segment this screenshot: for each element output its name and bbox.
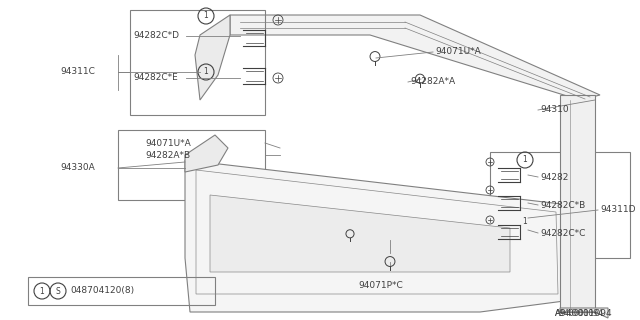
Text: A940001094: A940001094 [555, 308, 612, 317]
Text: 94310: 94310 [540, 106, 568, 115]
Polygon shape [185, 135, 228, 172]
Text: 94282C*D: 94282C*D [133, 31, 179, 41]
Text: 1: 1 [40, 286, 44, 295]
Text: 94071U*A: 94071U*A [435, 47, 481, 57]
Text: 94071U*A: 94071U*A [145, 139, 191, 148]
Text: 94282: 94282 [540, 172, 568, 181]
Bar [490, 152, 630, 258]
Text: 048704120(8): 048704120(8) [70, 286, 134, 295]
Text: 94282A*A: 94282A*A [410, 77, 455, 86]
Bar [28, 277, 215, 305]
Text: 94282C*C: 94282C*C [540, 228, 586, 237]
Polygon shape [560, 308, 608, 318]
Text: 1: 1 [523, 156, 527, 164]
Text: 94311C: 94311C [60, 68, 95, 76]
Polygon shape [195, 15, 230, 100]
Bar [118, 130, 265, 200]
Text: A940001094: A940001094 [555, 308, 604, 317]
Text: 94282C*E: 94282C*E [133, 74, 178, 83]
Polygon shape [230, 15, 600, 100]
Text: S: S [56, 286, 60, 295]
Text: 94071P*C: 94071P*C [358, 281, 403, 290]
Text: 94282C*B: 94282C*B [540, 201, 585, 210]
Text: 1: 1 [204, 12, 209, 20]
Text: 94311D: 94311D [600, 205, 636, 214]
Polygon shape [210, 195, 510, 272]
Text: 94330A: 94330A [60, 164, 95, 172]
Text: 1: 1 [523, 218, 527, 227]
Text: 1: 1 [204, 68, 209, 76]
Text: 94282A*B: 94282A*B [145, 150, 190, 159]
Polygon shape [185, 160, 572, 312]
Polygon shape [560, 95, 595, 312]
Bar [130, 10, 265, 115]
